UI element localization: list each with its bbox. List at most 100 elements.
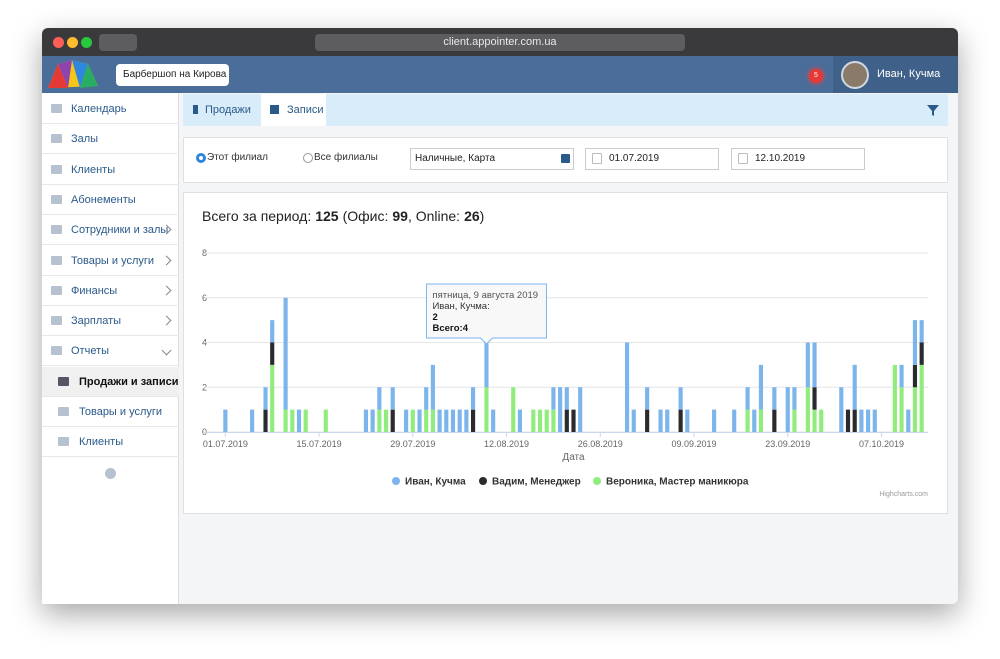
bar-segment — [537, 409, 543, 432]
bar-segment — [517, 409, 523, 432]
collapse-button[interactable] — [105, 468, 116, 479]
sidebar-item[interactable]: Товары и услуги — [42, 246, 179, 276]
x-axis-title: Дата — [562, 452, 585, 463]
minimize-button[interactable] — [67, 37, 78, 48]
legend-label: Вероника, Мастер маникюра — [606, 477, 749, 488]
tooltip-series: Иван, Кучма: — [432, 301, 489, 312]
menu-icon — [51, 316, 62, 326]
bar-segment — [571, 409, 576, 432]
sidebar-item[interactable]: Абонементы — [42, 185, 179, 215]
x-tick-label: 15.07.2019 — [297, 439, 342, 449]
zoom-button[interactable] — [81, 37, 92, 48]
sidebar-item[interactable]: Зарплаты — [42, 306, 179, 337]
sidebar-item[interactable]: Залы — [42, 124, 179, 155]
radio-checked[interactable] — [196, 153, 206, 163]
bar-segment — [283, 409, 288, 432]
menu-arrow — [161, 285, 172, 296]
bar-segment — [263, 409, 268, 432]
bar-segment — [430, 409, 435, 432]
bar-segment — [564, 387, 569, 410]
filter-icon[interactable] — [926, 103, 940, 117]
sidebar-item[interactable]: Клиенты — [42, 427, 179, 458]
bar-segment — [470, 387, 476, 410]
bar-segment — [424, 387, 429, 410]
legend-marker — [392, 477, 400, 485]
menu-icon — [51, 164, 62, 174]
radio[interactable] — [303, 153, 313, 163]
menu-icon — [51, 346, 62, 356]
branch-select[interactable]: Барбершоп на Кирова — [116, 64, 229, 86]
radio-label[interactable]: Этот филиал — [207, 152, 268, 163]
bar-segment — [270, 342, 275, 365]
sidebar-item[interactable]: Финансы — [42, 276, 179, 306]
bar-segment — [430, 364, 435, 410]
avatar[interactable] — [841, 61, 869, 89]
bar-segment — [404, 409, 409, 432]
chart-panel — [183, 192, 948, 514]
calendar-icon — [738, 153, 748, 164]
date-input[interactable]: 12.10.2019 — [731, 148, 865, 170]
bar-segment — [270, 364, 275, 432]
address-bar[interactable]: client.appointer.com.ua — [315, 34, 685, 51]
bar-segment — [752, 409, 757, 432]
bar-segment — [631, 409, 636, 432]
user-name[interactable]: Иван, Кучма — [877, 68, 941, 80]
bar-segment — [899, 364, 904, 388]
bar-segment — [912, 320, 918, 365]
radio-label[interactable]: Все филиалы — [314, 152, 378, 163]
sidebar-item[interactable]: Товары и услуги — [42, 397, 179, 427]
notification-badge[interactable]: 5 — [809, 69, 823, 83]
chart: Всего за период:125(Офис:99, Online:26) 0… — [202, 208, 928, 498]
tooltip-value: 2 — [432, 312, 437, 323]
sidebar-item[interactable]: Продажи и записи — [42, 366, 179, 397]
bar-segment — [785, 387, 790, 432]
menu-label: Отчеты — [71, 345, 110, 358]
close-button[interactable] — [53, 37, 64, 48]
bar-segment — [223, 409, 228, 432]
bar-segment — [685, 409, 690, 432]
summary-part: 125 — [315, 208, 339, 224]
bar-segment — [558, 387, 563, 432]
logo[interactable] — [44, 58, 102, 91]
sidebar-item[interactable]: Клиенты — [42, 155, 179, 185]
nav-buttons[interactable] — [99, 34, 137, 51]
tooltip-total-value: 4 — [463, 323, 469, 334]
bar-segment — [812, 342, 817, 388]
tab-icon — [270, 105, 279, 114]
add-icon[interactable] — [561, 154, 570, 163]
bar-segment — [866, 409, 871, 432]
bar-segment — [712, 409, 717, 432]
bar-segment — [645, 409, 650, 432]
menu-label: Зарплаты — [71, 315, 122, 328]
x-tick-label: 12.08.2019 — [484, 439, 529, 449]
bar-segment — [745, 387, 750, 410]
menu-label: Клиенты — [79, 436, 124, 449]
bar-segment — [424, 409, 429, 432]
bar-segment — [906, 409, 911, 432]
date-input[interactable]: 01.07.2019 — [585, 148, 719, 170]
bar-segment — [491, 409, 496, 432]
sidebar-item[interactable]: Календарь — [42, 94, 179, 124]
sidebar-item[interactable]: Сотрудники и залы — [42, 215, 179, 246]
tooltip-total-label: Всего: — [432, 323, 462, 334]
bar-segment — [390, 409, 395, 432]
summary: Всего за период: 125 (Офис: 99, Online: 26) — [202, 208, 484, 224]
bar-segment — [792, 387, 797, 410]
bar-segment — [370, 409, 375, 432]
bar-segment — [470, 409, 476, 432]
bar-segment — [624, 342, 630, 432]
bar-segment — [578, 387, 583, 432]
sidebar-item[interactable]: Отчеты — [42, 336, 179, 367]
menu-icon — [51, 104, 62, 113]
bar-segment — [377, 409, 382, 432]
bar-segment — [732, 409, 737, 432]
bar-segment — [852, 409, 857, 432]
x-tick-label: 07.10.2019 — [859, 439, 904, 449]
bar-segment — [805, 387, 810, 432]
tab[interactable]: Продажи — [205, 104, 251, 116]
payment-select[interactable]: Наличные, Карта — [410, 148, 574, 170]
bar-segment — [464, 409, 469, 432]
menu-arrow — [161, 255, 172, 265]
menu-icon — [51, 255, 62, 265]
